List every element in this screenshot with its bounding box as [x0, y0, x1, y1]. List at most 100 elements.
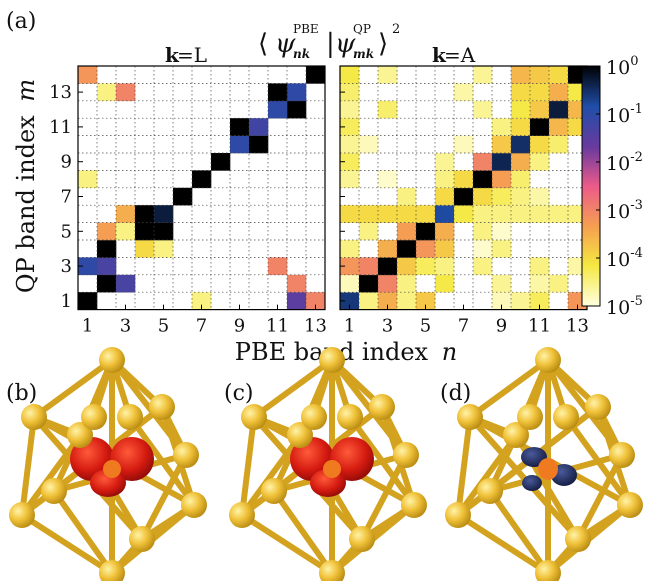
atom-sphere	[9, 502, 35, 528]
heatmap-cell	[230, 118, 250, 136]
heatmap-cell	[135, 222, 155, 241]
title-sup-pbe: PBE	[293, 22, 319, 36]
heatmap-cell	[116, 222, 136, 241]
colorbar-tick-label: 10-5	[606, 294, 643, 319]
atom-sphere	[181, 492, 207, 518]
heatmap-cell	[78, 170, 98, 189]
atom-sphere	[229, 502, 255, 528]
title-psi-qp: ψ	[335, 29, 356, 59]
heatmap-cell	[135, 240, 155, 258]
heatmap-cell	[359, 274, 379, 293]
central-atom	[323, 460, 341, 478]
heatmap-cell	[454, 83, 474, 102]
atom-sphere	[585, 394, 611, 420]
heatmap-cell	[340, 135, 360, 154]
heatmap-cell	[492, 240, 512, 258]
heatmap-cell	[97, 222, 117, 241]
atom-sphere	[301, 404, 327, 430]
bond-rod	[51, 488, 115, 576]
heatmap-cell	[511, 135, 531, 154]
density-lobe	[110, 437, 154, 481]
y-tick-label: 5	[61, 221, 72, 242]
heatmap-cell	[211, 153, 231, 171]
heatmap-cell	[492, 135, 512, 154]
heatmap-cell	[230, 135, 250, 154]
heatmap-cell	[416, 257, 436, 276]
heatmap-cell	[340, 274, 360, 293]
title-sub-mk: mk	[353, 47, 374, 61]
heatmap-cell	[549, 274, 569, 293]
heatmap-cell	[473, 153, 493, 171]
heatmap-cell	[492, 222, 512, 241]
x-tick-label: 11	[528, 316, 551, 337]
heatmap-cell	[549, 205, 569, 223]
bond-rod	[19, 512, 115, 576]
heatmap-cell	[192, 292, 212, 310]
title-bar: |	[326, 29, 335, 59]
atom-sphere	[477, 478, 503, 504]
bond-rod	[455, 414, 473, 518]
colorbar-tick-label: 10-3	[606, 198, 643, 223]
chart-title: ⟨ ψ PBE nk | ψ QP mk ⟩ 2	[258, 22, 400, 61]
y-tick-label: 7	[61, 187, 72, 208]
crystal-structure-b	[9, 347, 207, 581]
colorbar-tick-label: 10-2	[606, 150, 643, 175]
bond-rod	[239, 512, 335, 576]
atom-sphere	[617, 492, 643, 518]
atom-sphere	[41, 478, 67, 504]
heatmap-cell	[340, 153, 360, 171]
heatmap-cell	[473, 240, 493, 258]
heatmap-cell	[340, 205, 360, 223]
heatmap-cell	[435, 205, 455, 223]
heatmap-cell	[492, 274, 512, 293]
heatmap-cell	[378, 240, 398, 258]
heatmap-cell	[268, 100, 288, 119]
x-tick-label: 3	[382, 316, 393, 337]
heatmap-cell	[473, 187, 493, 206]
heatmap-cell	[116, 274, 136, 293]
heatmap-cell	[268, 257, 288, 276]
heatmap-cell	[116, 205, 136, 223]
bond-rod	[467, 357, 551, 420]
heatmap-cell	[378, 205, 398, 223]
bond-rod	[251, 357, 335, 420]
bond-rod	[563, 414, 633, 508]
heatmap-cell	[97, 83, 117, 102]
y-axis-label: QP band index m	[12, 79, 40, 293]
heatmap-cell	[192, 170, 212, 189]
heatmap-cell	[435, 240, 455, 258]
atom-sphere	[99, 560, 125, 581]
heatmap-cell	[454, 170, 474, 189]
heatmap-cell	[306, 292, 326, 310]
atom-sphere	[241, 404, 267, 430]
atom-sphere	[609, 442, 635, 468]
heatmap-cell	[397, 292, 417, 310]
heatmap-cell	[511, 118, 531, 136]
panel-label-a: (a)	[6, 9, 36, 34]
atom-sphere	[565, 526, 591, 552]
heatmap-cell	[492, 118, 512, 136]
heatmap-cell	[511, 205, 531, 223]
heatmap-cell	[397, 257, 417, 276]
heatmap-cell	[435, 274, 455, 293]
heatmap-cell	[492, 205, 512, 223]
atom-sphere	[261, 478, 287, 504]
bond-rod	[359, 452, 409, 542]
heatmap-cell	[340, 257, 360, 276]
heatmap-cell	[340, 292, 360, 310]
x-tick-label: 11	[266, 316, 289, 337]
heatmap-cell	[473, 222, 493, 241]
x-tick-label: 5	[420, 316, 431, 337]
heatmap-cell	[492, 153, 512, 171]
y-tick-label: 13	[49, 82, 72, 103]
atom-sphere	[67, 422, 93, 448]
bond-rod	[31, 357, 115, 420]
title-psi-pbe: ψ	[275, 29, 296, 59]
heatmap-cell	[511, 187, 531, 206]
heatmap-cell	[378, 170, 398, 189]
heatmap-cell	[454, 187, 474, 206]
heatmap-cell	[435, 153, 455, 171]
heatmap-cell	[416, 240, 436, 258]
heatmap-cell	[530, 135, 550, 154]
panel-heading-left: k =L	[165, 43, 207, 67]
